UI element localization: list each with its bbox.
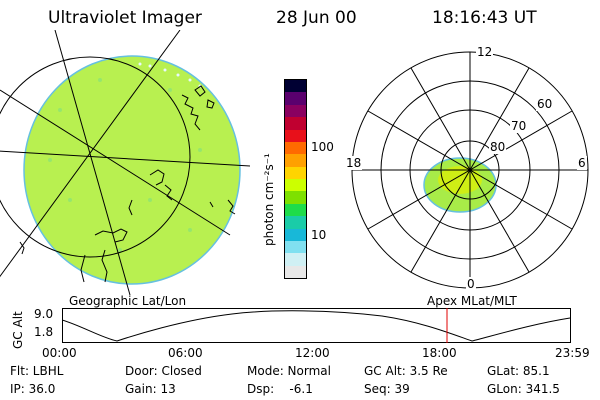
plot-frame [62,308,571,343]
colorbar-segment [285,216,306,229]
ip-info: IP: 36.0 [10,382,56,396]
glon-info: GLon: 341.5 [487,382,560,396]
colorbar-segment [285,104,306,118]
altitude-curve [62,310,571,342]
colorbar-segment [285,228,306,241]
altitude-tick-high: 9.0 [34,307,54,321]
colorbar-segment [285,191,306,204]
disk-edge [23,55,241,285]
polar-grid [351,51,589,289]
geographic-caption: Geographic Lat/Lon [69,294,187,308]
time-tick-1800: 18:00 [422,346,457,360]
glat-info: GLat: 85.1 [487,364,550,378]
colorbar-segment [285,92,306,105]
altitude-axis-label: GC Alt [11,311,25,349]
filter-info: Flt: LBHL [10,364,64,378]
colorbar-segment [285,141,306,155]
time-tick-0600: 06:00 [168,346,203,360]
mlt-label-12: 12 [476,45,494,59]
date-label: 28 Jun 00 [276,8,357,28]
colorbar-segment [285,240,306,254]
altitude-track-plot [62,308,571,343]
colorbar-tick-100: 100 [311,140,334,154]
altitude-tick-low: 1.8 [34,325,54,339]
mlt-label-0: 0 [466,277,476,291]
mode-info: Mode: Normal [247,364,331,378]
colorbar-segment [285,117,306,130]
instrument-title: Ultraviolet Imager [48,8,202,28]
colorbar-segment [285,253,306,266]
magnetic-polar-plot [351,51,589,289]
coastlines [19,85,236,283]
door-info: Door: Closed [125,364,202,378]
sequence-info: Seq: 39 [364,382,410,396]
time-label: 18:16:43 UT [432,8,537,28]
mlt-label-18: 18 [345,156,363,170]
colorbar-segment [285,166,306,179]
colorbar-segment [285,129,306,142]
gc-alt-info: GC Alt: 3.5 Re [364,364,448,378]
uv-image-disk [24,56,240,284]
mlat-ring-label-60: 60 [536,97,554,111]
color-scale-bar [284,79,307,279]
mlat-ring-label-80: 80 [489,140,507,154]
colorbar-unit-label: photon cm⁻²s⁻¹ [262,153,276,246]
geographic-map [0,30,250,295]
mlt-label-6: 6 [577,156,587,170]
time-tick-2359: 23:59 [555,346,590,360]
colorbar-segment [285,179,306,192]
colorbar-tick-10: 10 [311,228,327,242]
lat-lon-grid [0,30,250,295]
colorbar-segment [285,80,306,93]
time-tick-1200: 12:00 [295,346,330,360]
colorbar-segment [285,265,306,278]
mlat-ring-label-70: 70 [510,119,528,133]
gain-info: Gain: 13 [125,382,176,396]
time-tick-0000: 00:00 [42,346,77,360]
dsp-info: Dsp: -6.1 [247,382,313,396]
colorbar-segment [285,154,306,167]
colorbar-segment [285,203,306,217]
apex-caption: Apex MLat/MLT [427,294,517,308]
